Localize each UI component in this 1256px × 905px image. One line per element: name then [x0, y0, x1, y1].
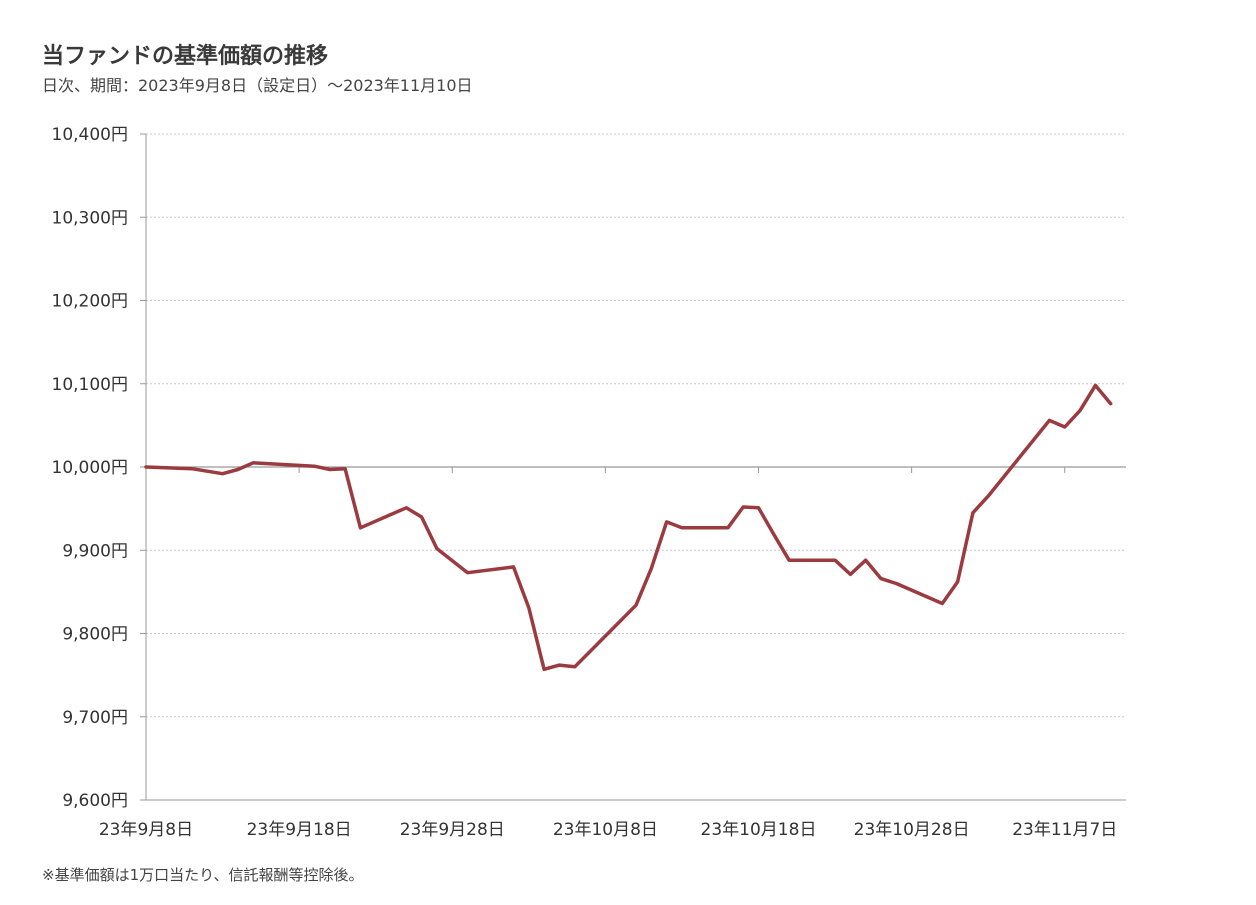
x-tick-label: 23年10月18日 — [701, 820, 817, 840]
series-layer — [144, 383, 1113, 672]
y-tick-label: 9,600円 — [62, 791, 128, 811]
x-tick-label: 23年9月18日 — [247, 820, 352, 840]
x-tick-label: 23年10月28日 — [854, 820, 970, 840]
y-tick-label: 10,000円 — [52, 458, 128, 478]
y-tick-label: 10,200円 — [52, 292, 128, 312]
y-tick-label: 9,700円 — [62, 708, 128, 728]
grid-lines — [146, 133, 1126, 718]
x-tick-label: 23年11月7日 — [1012, 820, 1117, 840]
y-tick-label: 10,300円 — [52, 208, 128, 228]
axes — [140, 133, 1126, 801]
chart-title: 当ファンドの基準価額の推移 — [42, 44, 329, 69]
y-tick-label: 10,100円 — [52, 375, 128, 395]
footnote: ※基準価額は1万口当たり、信託報酬等控除後。 — [42, 866, 364, 884]
nav-series-line — [144, 383, 1113, 672]
y-tick-label: 10,400円 — [52, 125, 128, 145]
x-tick-label: 23年10月8日 — [553, 820, 658, 840]
tick-labels: 9,600円 9,700円 9,800円 9,900円 10,000円 10,100円 10… — [52, 125, 1118, 840]
nav-line-chart: 9,600円 9,700円 9,800円 9,900円 10,000円 10,100円 10… — [52, 125, 1126, 840]
x-tick-label: 23年9月28日 — [400, 820, 505, 840]
chart-subtitle: 日次、期間：2023年9月8日（設定日）～2023年11月10日 — [42, 76, 473, 95]
y-tick-label: 9,900円 — [62, 541, 128, 561]
y-tick-label: 9,800円 — [62, 625, 128, 645]
x-tick-label: 23年9月8日 — [99, 820, 193, 840]
